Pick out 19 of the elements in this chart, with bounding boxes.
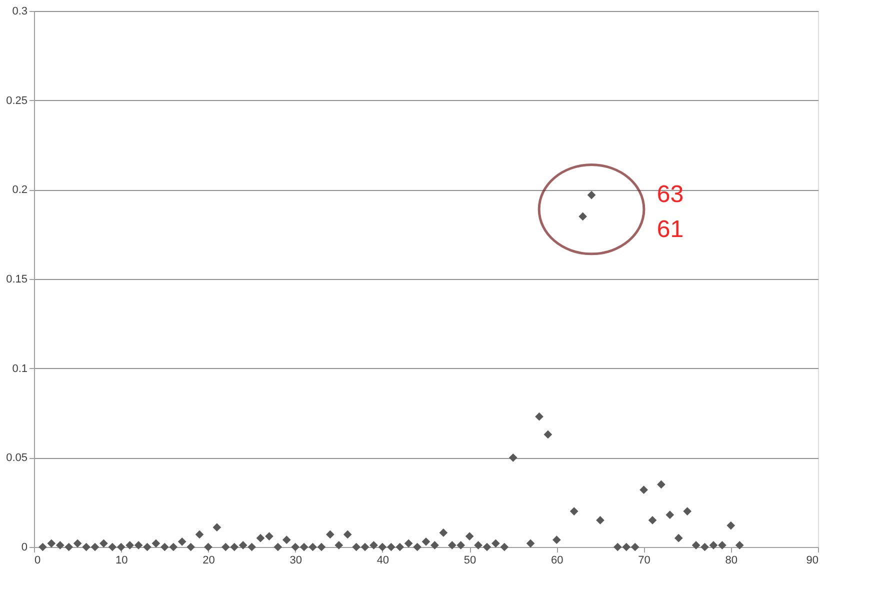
y-tick-label: 0.2 [12, 184, 28, 196]
y-tick-label: 0.25 [6, 94, 28, 107]
x-tick-label: 30 [290, 554, 302, 566]
x-tick-label: 20 [202, 554, 215, 566]
annotation: 61 [656, 216, 684, 243]
y-tick-label: 0.15 [6, 274, 28, 286]
x-tick-label: 80 [725, 554, 738, 566]
x-tick-label: 0 [34, 554, 41, 566]
annotation: 63 [656, 181, 684, 208]
y-tick-label: 0.1 [12, 362, 28, 375]
x-tick-label: 70 [638, 554, 650, 566]
y-tick-label: 0 [21, 542, 28, 554]
x-tick-label: 90 [806, 554, 818, 566]
y-tick-label: 0.3 [12, 6, 28, 18]
x-tick-label: 50 [464, 554, 476, 566]
x-tick-label: 60 [551, 554, 564, 566]
x-tick-label: 10 [115, 554, 128, 566]
x-tick-label: 40 [376, 554, 390, 566]
y-tick-label: 0.05 [6, 452, 28, 464]
